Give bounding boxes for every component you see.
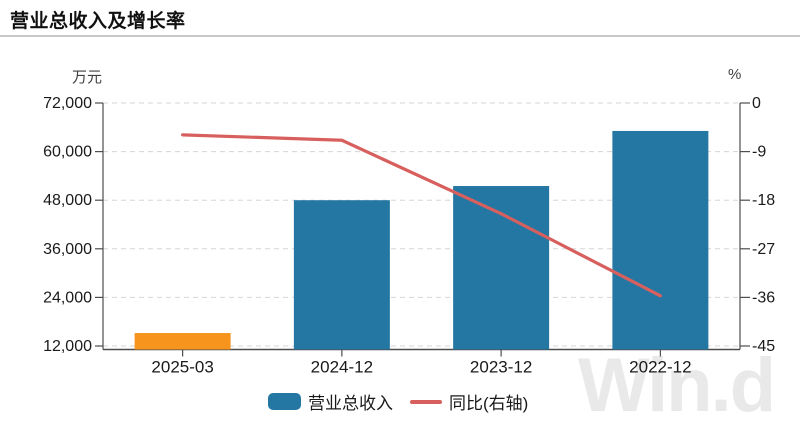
legend-item-yoy[interactable]: 同比(右轴) (410, 389, 528, 414)
right-axis-unit-label: % (728, 66, 742, 83)
legend-label-revenue: 营业总收入 (308, 394, 393, 413)
bar-swatch-icon (268, 393, 301, 410)
right-tick-label: -45 (752, 338, 775, 355)
header-divider (0, 35, 800, 37)
x-label-2023-12: 2023-12 (470, 358, 532, 377)
bar-2022-12[interactable] (612, 130, 709, 350)
left-tick-label: 72,000 (43, 95, 92, 112)
bar-2023-12[interactable] (453, 186, 550, 350)
right-tick-label: 0 (752, 95, 761, 112)
right-tick-label: -9 (752, 144, 766, 161)
legend-label-yoy: 同比(右轴) (449, 394, 529, 413)
bar-2025-03[interactable] (134, 333, 231, 350)
right-tick-label: -27 (752, 241, 775, 258)
left-tick-label: 60,000 (43, 144, 92, 161)
x-label-2022-12: 2022-12 (629, 358, 691, 377)
page-title: 营业总收入及增长率 (10, 11, 186, 32)
yoy-line[interactable] (181, 133, 662, 298)
left-tick-label: 36,000 (43, 241, 92, 258)
bar-2024-12[interactable] (293, 200, 390, 350)
x-label-2024-12: 2024-12 (311, 358, 373, 377)
line-swatch-icon (410, 399, 442, 404)
left-tick-label: 24,000 (43, 289, 92, 306)
right-tick-label: -36 (752, 289, 775, 306)
left-axis-unit-label: 万元 (72, 69, 103, 86)
right-tick-label: -18 (752, 192, 775, 209)
left-tick-label: 48,000 (43, 192, 92, 209)
legend: 营业总收入 同比(右轴) (268, 389, 528, 414)
legend-item-revenue[interactable]: 营业总收入 (268, 389, 393, 414)
left-tick-label: 12,000 (43, 338, 92, 355)
watermark: Win.d (578, 343, 776, 425)
x-label-2025-03: 2025-03 (151, 358, 213, 377)
